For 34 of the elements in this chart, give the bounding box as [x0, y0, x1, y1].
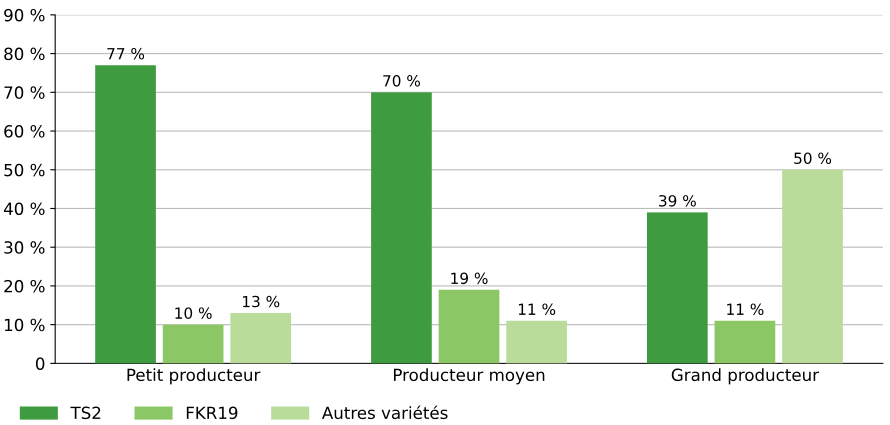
y-tick-label: 50 % — [4, 164, 45, 176]
x-tick-label: Producteur moyen — [394, 368, 544, 384]
data-label: 50 % — [794, 152, 832, 164]
data-label: 77 % — [107, 48, 144, 60]
bar — [646, 212, 708, 364]
y-tick-label: 80 % — [4, 48, 45, 60]
y-tick-label: 20 % — [4, 280, 45, 292]
bar — [230, 313, 292, 364]
legend-label: Autres variétés — [322, 406, 448, 420]
y-tick-label: 70 % — [4, 86, 45, 99]
bar — [371, 92, 432, 364]
bar — [782, 170, 843, 364]
bar — [714, 320, 776, 364]
data-label: 11 % — [518, 303, 556, 316]
data-label: 10 % — [175, 307, 212, 319]
y-tick-label: 90 % — [4, 8, 45, 22]
x-tick-label: Petit producteur — [128, 368, 260, 384]
bar — [506, 320, 567, 364]
y-tick-label: 60 % — [4, 125, 45, 138]
bar — [438, 290, 500, 364]
y-tick-label: 40 % — [4, 202, 45, 216]
data-label: 70 % — [383, 75, 420, 87]
data-label: 19 % — [451, 272, 488, 284]
y-tick-label: 30 % — [4, 241, 45, 254]
legend-label: FKR19 — [186, 406, 238, 420]
data-label: 11 % — [727, 303, 764, 316]
data-label: 13 % — [242, 296, 280, 308]
y-tick-label: 10 % — [4, 318, 45, 332]
x-tick-label: Grand producteur — [672, 368, 820, 384]
legend-label: TS2 — [70, 406, 100, 420]
bar — [95, 65, 156, 364]
bar — [162, 324, 224, 364]
data-label: 39 % — [659, 195, 696, 207]
y-tick-label: 0 — [36, 357, 44, 370]
